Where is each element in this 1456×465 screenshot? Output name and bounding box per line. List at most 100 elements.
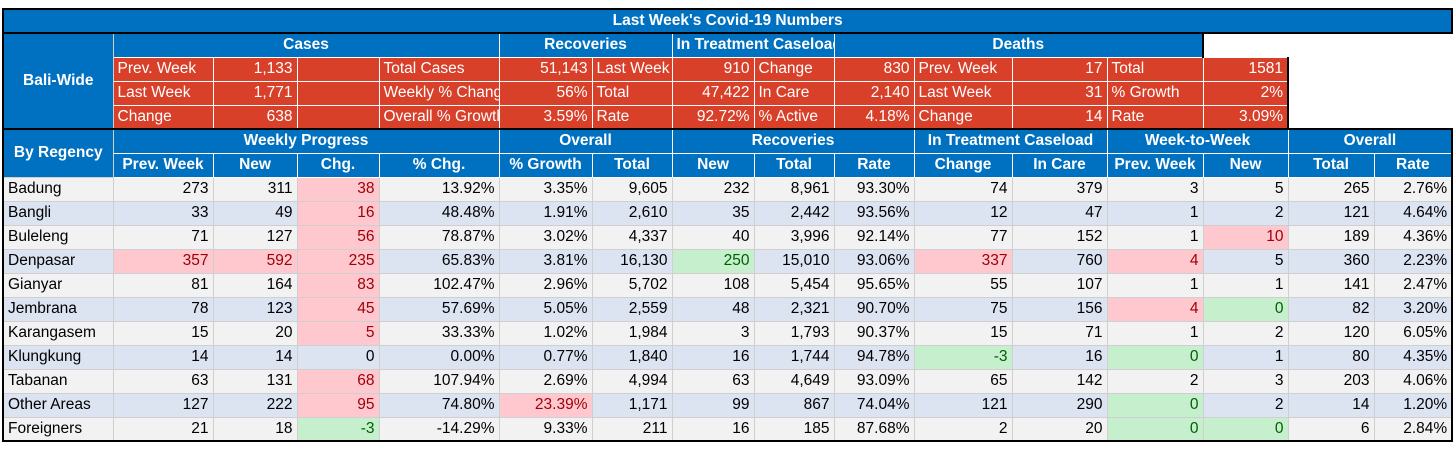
data-cell[interactable]: 93.06%: [833, 248, 915, 274]
data-cell[interactable]: 0.77%: [498, 344, 593, 370]
data-cell[interactable]: 4: [1106, 296, 1204, 322]
data-cell[interactable]: 108: [671, 272, 755, 298]
table-row[interactable]: Klungkung 14 14 0 0.00% 0.77% 1,840 16 1,744 94.7…: [2, 344, 1454, 370]
regency-name[interactable]: Other Areas: [2, 392, 114, 418]
bali-cell[interactable]: Change: [753, 56, 835, 82]
data-cell[interactable]: 123: [212, 296, 298, 322]
data-cell[interactable]: 15: [913, 320, 1013, 346]
regency-group-header[interactable]: Week-to-Week: [1106, 128, 1289, 154]
data-cell[interactable]: 232: [671, 176, 755, 202]
bali-group-header[interactable]: Deaths: [833, 32, 1204, 58]
column-header[interactable]: Prev. Week: [112, 152, 214, 178]
data-cell[interactable]: 107.94%: [378, 368, 500, 394]
data-cell[interactable]: 4.36%: [1373, 224, 1454, 250]
data-cell[interactable]: 867: [753, 392, 835, 418]
data-cell[interactable]: 152: [1011, 224, 1108, 250]
regency-name[interactable]: Denpasar: [2, 248, 114, 274]
data-cell[interactable]: -3: [296, 416, 380, 442]
table-row[interactable]: Buleleng 71 127 56 78.87% 3.02% 4,337 40 3,996 92…: [2, 224, 1454, 250]
data-cell[interactable]: -3: [913, 344, 1013, 370]
regency-group-header[interactable]: Overall: [1287, 128, 1454, 154]
data-cell[interactable]: 2.23%: [1373, 248, 1454, 274]
data-cell[interactable]: 1,840: [591, 344, 673, 370]
data-cell[interactable]: 250: [671, 248, 755, 274]
data-cell[interactable]: 211: [591, 416, 673, 442]
data-cell[interactable]: 142: [1011, 368, 1108, 394]
bali-cell[interactable]: 17: [1011, 56, 1108, 82]
bali-cell[interactable]: 3.09%: [1202, 104, 1289, 130]
data-cell[interactable]: 1.20%: [1373, 392, 1454, 418]
data-cell[interactable]: 9.33%: [498, 416, 593, 442]
bali-cell[interactable]: 830: [833, 56, 915, 82]
bali-cell[interactable]: Change: [913, 104, 1013, 130]
data-cell[interactable]: 5: [1202, 248, 1289, 274]
data-cell[interactable]: 56: [296, 224, 380, 250]
column-header[interactable]: Chg.: [296, 152, 380, 178]
data-cell[interactable]: 127: [212, 224, 298, 250]
data-cell[interactable]: -14.29%: [378, 416, 500, 442]
bali-cell[interactable]: 1,133: [212, 56, 298, 82]
data-cell[interactable]: 16: [296, 200, 380, 226]
bali-cell[interactable]: Prev. Week: [913, 56, 1013, 82]
data-cell[interactable]: 9,605: [591, 176, 673, 202]
data-cell[interactable]: 311: [212, 176, 298, 202]
bali-cell[interactable]: 4.18%: [833, 104, 915, 130]
data-cell[interactable]: 16: [671, 344, 755, 370]
data-cell[interactable]: 2: [1202, 200, 1289, 226]
column-header[interactable]: In Care: [1011, 152, 1108, 178]
data-cell[interactable]: 90.37%: [833, 320, 915, 346]
column-header[interactable]: Total: [753, 152, 835, 178]
column-header[interactable]: Prev. Week: [1106, 152, 1204, 178]
table-row[interactable]: Other Areas 127 222 95 74.80% 23.39% 1,171 99 86…: [2, 392, 1454, 418]
data-cell[interactable]: 0: [1106, 344, 1204, 370]
data-cell[interactable]: 71: [1011, 320, 1108, 346]
data-cell[interactable]: 0: [1106, 392, 1204, 418]
data-cell[interactable]: 81: [112, 272, 214, 298]
data-cell[interactable]: 5.05%: [498, 296, 593, 322]
data-cell[interactable]: 3.02%: [498, 224, 593, 250]
data-cell[interactable]: 203: [1287, 368, 1375, 394]
data-cell[interactable]: 90.70%: [833, 296, 915, 322]
bali-cell[interactable]: 51,143: [498, 56, 593, 82]
data-cell[interactable]: 141: [1287, 272, 1375, 298]
bali-cell[interactable]: 56%: [498, 80, 593, 106]
data-cell[interactable]: 38: [296, 176, 380, 202]
data-cell[interactable]: 20: [212, 320, 298, 346]
column-header[interactable]: Total: [591, 152, 673, 178]
data-cell[interactable]: 360: [1287, 248, 1375, 274]
data-cell[interactable]: 68: [296, 368, 380, 394]
bali-cell[interactable]: Rate: [591, 104, 673, 130]
data-cell[interactable]: 14: [112, 344, 214, 370]
bali-cell[interactable]: 910: [671, 56, 755, 82]
regency-name[interactable]: Gianyar: [2, 272, 114, 298]
data-cell[interactable]: 74: [913, 176, 1013, 202]
data-cell[interactable]: 21: [112, 416, 214, 442]
data-cell[interactable]: 156: [1011, 296, 1108, 322]
bali-cell[interactable]: 92.72%: [671, 104, 755, 130]
data-cell[interactable]: 16,130: [591, 248, 673, 274]
data-cell[interactable]: 120: [1287, 320, 1375, 346]
data-cell[interactable]: 4,649: [753, 368, 835, 394]
data-cell[interactable]: 1: [1106, 200, 1204, 226]
data-cell[interactable]: 1,793: [753, 320, 835, 346]
bali-cell[interactable]: Total: [1106, 56, 1204, 82]
data-cell[interactable]: 77: [913, 224, 1013, 250]
regency-name[interactable]: Buleleng: [2, 224, 114, 250]
bali-cell[interactable]: Overall % Growth: [378, 104, 500, 130]
data-cell[interactable]: 5: [1202, 176, 1289, 202]
data-cell[interactable]: 2.76%: [1373, 176, 1454, 202]
column-header[interactable]: Change: [913, 152, 1013, 178]
data-cell[interactable]: 0: [1202, 296, 1289, 322]
data-cell[interactable]: 1: [1202, 344, 1289, 370]
data-cell[interactable]: 235: [296, 248, 380, 274]
bali-cell[interactable]: Change: [112, 104, 214, 130]
bali-cell-empty[interactable]: [296, 104, 380, 130]
table-row[interactable]: Tabanan 63 131 68 107.94% 2.69% 4,994 63 4,649 93…: [2, 368, 1454, 394]
table-row[interactable]: Foreigners 21 18 -3 -14.29% 9.33% 211 16 185 87.6…: [2, 416, 1454, 442]
data-cell[interactable]: 3.20%: [1373, 296, 1454, 322]
data-cell[interactable]: 15,010: [753, 248, 835, 274]
bali-cell[interactable]: Last Week: [112, 80, 214, 106]
regency-name[interactable]: Jembrana: [2, 296, 114, 322]
data-cell[interactable]: 3.81%: [498, 248, 593, 274]
bali-cell[interactable]: 638: [212, 104, 298, 130]
